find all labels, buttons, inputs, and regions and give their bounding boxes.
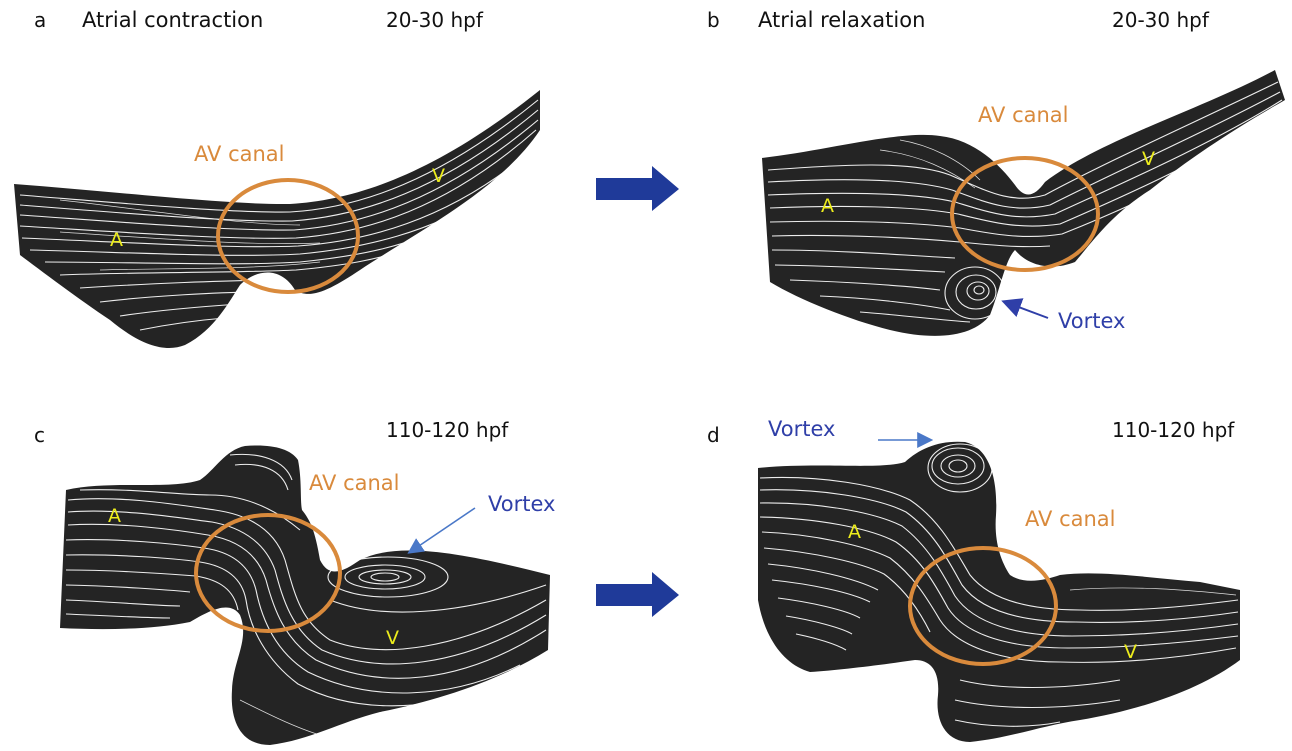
panel-d-vortex-label: Vortex (768, 417, 835, 441)
panel-d-atrium-label: A (848, 521, 861, 543)
panel-a-stage: 20-30 hpf (386, 8, 484, 32)
panel-c-stage: 110-120 hpf (386, 418, 509, 442)
panel-d-ventricle-label: V (1124, 641, 1137, 663)
panel-b-letter: b (707, 8, 720, 32)
transition-arrow-top (596, 166, 679, 211)
panel-d-streamlines (759, 443, 1239, 727)
panel-b-ventricle-label: V (1142, 148, 1155, 170)
panel-b-vortex-label: Vortex (1058, 309, 1125, 333)
panel-d-av-canal-circle (908, 546, 1058, 666)
panel-a-title: Atrial contraction (82, 8, 263, 32)
panel-a: a Atrial contraction 20-30 hpf AV canal … (14, 8, 540, 348)
panel-b-stage: 20-30 hpf (1112, 8, 1210, 32)
panel-b-title: Atrial relaxation (758, 8, 925, 32)
panel-a-atrium-label: A (110, 229, 123, 251)
panel-d: d 110-120 hpf AV canal A V (707, 417, 1240, 742)
panel-b-av-canal-label: AV canal (978, 103, 1069, 127)
panel-a-av-canal-circle (216, 178, 360, 294)
panel-c-vortex-arrow (407, 507, 476, 554)
panel-b-vortex-arrow (1001, 298, 1049, 319)
panel-c: c 110-120 hpf AV canal A V (34, 418, 555, 745)
panel-a-ventricle-label: V (432, 165, 445, 187)
panel-d-heart-shape (758, 441, 1240, 742)
panel-a-av-canal-label: AV canal (194, 142, 285, 166)
panel-c-heart-shape (60, 445, 550, 745)
panel-b: b Atrial relaxation 20-30 hpf AV canal A (707, 8, 1285, 336)
panel-c-letter: c (34, 423, 45, 447)
transition-arrow-bottom (596, 572, 679, 617)
panel-a-letter: a (34, 8, 46, 32)
panel-d-stage: 110-120 hpf (1112, 418, 1235, 442)
panel-c-ventricle-label: V (386, 627, 399, 649)
panel-a-streamlines (19, 99, 539, 331)
panel-c-av-canal-circle (194, 513, 342, 633)
panel-b-atrium-label: A (821, 195, 834, 217)
panel-c-vortex-label: Vortex (488, 492, 555, 516)
panel-c-av-canal-label: AV canal (309, 471, 400, 495)
panel-b-av-canal-circle (950, 156, 1100, 272)
panel-c-atrium-label: A (108, 505, 121, 527)
panel-a-heart-shape (14, 90, 540, 348)
panel-d-av-canal-label: AV canal (1025, 507, 1116, 531)
panel-d-letter: d (707, 423, 720, 447)
panel-c-streamlines (65, 453, 547, 739)
panel-b-streamlines (767, 81, 1283, 323)
